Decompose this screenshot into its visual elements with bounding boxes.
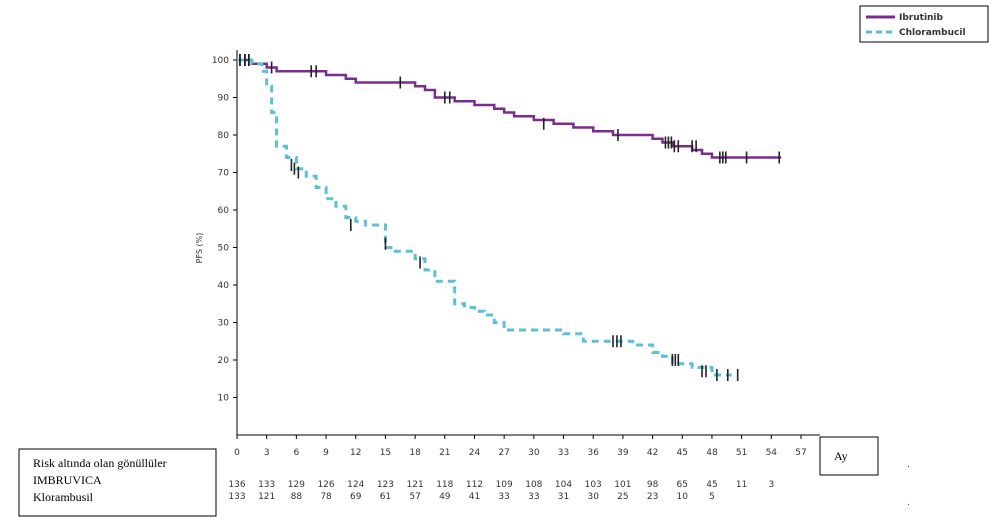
x-axis-label: Ay (834, 449, 848, 463)
y-tick-label: 100 (212, 56, 229, 66)
risk-value: 101 (614, 480, 631, 490)
risk-value: 11 (736, 480, 747, 490)
risk-value: 126 (317, 480, 334, 490)
risk-row-label-imbruvica: IMBRUVICA (33, 473, 102, 487)
x-tick-label: 21 (439, 448, 450, 458)
y-tick-label: 50 (218, 244, 230, 254)
risk-value: 33 (498, 492, 509, 502)
x-tick-label: 15 (380, 448, 391, 458)
risk-table-title: Risk altında olan gönüllüler (33, 456, 167, 470)
risk-value: 57 (409, 492, 420, 502)
risk-value: 118 (436, 480, 453, 490)
x-tick-label: 27 (498, 448, 509, 458)
x-tick-label: 36 (587, 448, 599, 458)
y-tick-label: 40 (218, 281, 230, 291)
risk-value: 88 (291, 492, 303, 502)
x-tick-label: 42 (647, 448, 658, 458)
note-dot: . (907, 460, 910, 470)
x-tick-label: 6 (294, 448, 300, 458)
risk-value: 45 (706, 480, 717, 490)
risk-value: 112 (466, 480, 483, 490)
risk-value: 41 (469, 492, 480, 502)
legend-label-chlorambucil: Chlorambucil (899, 28, 966, 38)
x-tick-label: 54 (766, 448, 778, 458)
risk-value: 104 (555, 480, 572, 490)
note-dot: . (907, 498, 910, 508)
risk-value: 30 (587, 492, 599, 502)
risk-value: 109 (496, 480, 513, 490)
risk-value: 108 (525, 480, 542, 490)
risk-value: 133 (228, 492, 245, 502)
legend-box (859, 5, 989, 43)
risk-value: 103 (585, 480, 602, 490)
x-tick-label: 24 (469, 448, 481, 458)
y-tick-label: 30 (218, 319, 230, 329)
risk-value: 3 (768, 480, 774, 490)
y-tick-label: 90 (218, 94, 230, 104)
risk-value: 129 (288, 480, 305, 490)
risk-table-label-box: Risk altında olan gönüllüler IMBRUVICA K… (18, 448, 217, 517)
risk-value: 5 (709, 492, 715, 502)
y-tick-label: 80 (218, 131, 230, 141)
risk-value: 25 (617, 492, 628, 502)
risk-value: 69 (350, 492, 362, 502)
x-tick-label: 48 (706, 448, 718, 458)
risk-value: 123 (377, 480, 394, 490)
risk-value: 121 (258, 492, 275, 502)
x-tick-label: 9 (323, 448, 329, 458)
risk-value: 49 (439, 492, 451, 502)
y-axis-label: PFS (%) (195, 233, 204, 264)
x-tick-label: 33 (558, 448, 569, 458)
y-tick-label: 10 (218, 394, 230, 404)
risk-value: 61 (380, 492, 391, 502)
censor-marks-group (239, 54, 781, 381)
legend-label-ibrutinib: Ibrutinib (899, 13, 944, 23)
x-tick-label: 51 (736, 448, 747, 458)
y-tick-label: 70 (218, 169, 230, 179)
x-tick-label: 39 (617, 448, 629, 458)
risk-value: 33 (528, 492, 539, 502)
x-tick-label: 0 (234, 448, 240, 458)
risk-value: 31 (558, 492, 569, 502)
x-tick-label: 45 (677, 448, 688, 458)
risk-value: 78 (320, 492, 332, 502)
legend: Ibrutinib Chlorambucil (859, 5, 989, 43)
risk-table-numbers: 136 133 129 126 124 123 121 118 112 109 108 104 103 1… (228, 480, 774, 502)
risk-value: 121 (407, 480, 424, 490)
risk-value: 65 (677, 480, 688, 490)
risk-value: 10 (677, 492, 689, 502)
risk-value: 98 (647, 480, 659, 490)
series-line-chlorambucil (237, 58, 732, 377)
x-axis-unit-box: Ay (819, 436, 879, 476)
risk-value: 23 (647, 492, 658, 502)
risk-value: 136 (228, 480, 245, 490)
series-group (237, 58, 782, 377)
risk-row-label-klorambusil: Klorambusil (33, 490, 94, 504)
risk-value: 124 (347, 480, 364, 490)
y-tick-label: 60 (218, 206, 230, 216)
x-tick-label: 18 (409, 448, 421, 458)
x-tick-label: 12 (350, 448, 361, 458)
x-tick-label: 3 (264, 448, 270, 458)
series-line-ibrutinib (237, 58, 782, 159)
x-tick-label: 30 (528, 448, 540, 458)
risk-value: 133 (258, 480, 275, 490)
y-tick-label: 20 (218, 356, 230, 366)
x-tick-label: 57 (795, 448, 806, 458)
